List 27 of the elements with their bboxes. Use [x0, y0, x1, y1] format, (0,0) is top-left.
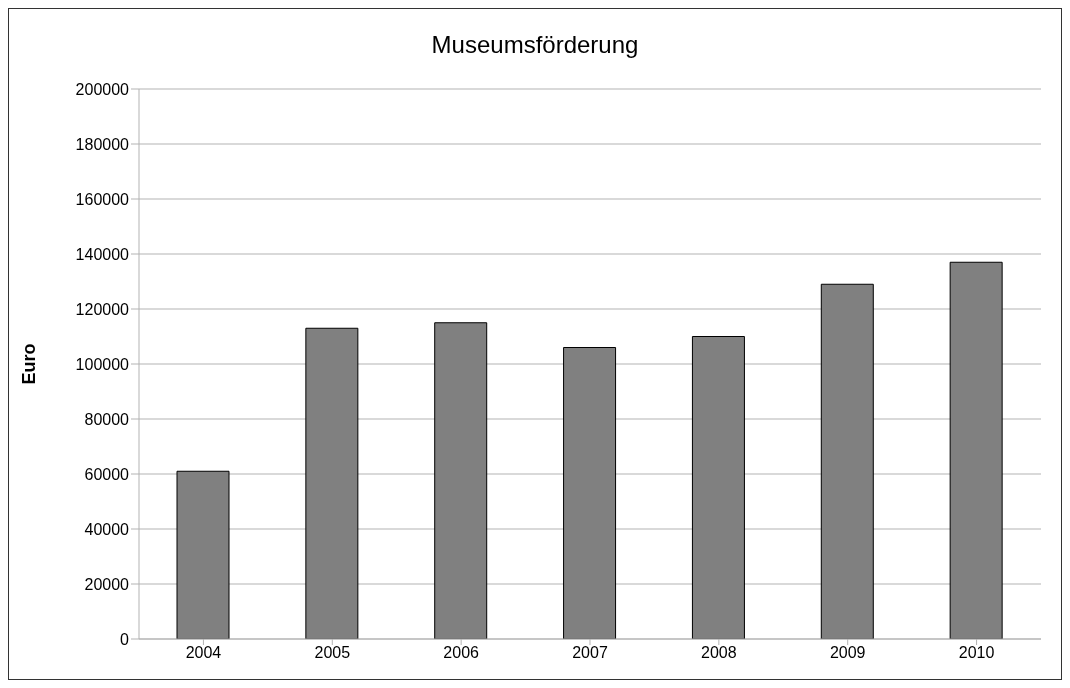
y-tick-label: 120000	[75, 300, 130, 318]
y-tick-label: 100000	[75, 355, 130, 373]
x-tick-label: 2009	[829, 644, 866, 662]
x-tick-label: 2004	[185, 644, 222, 662]
bar	[305, 327, 359, 639]
y-tick-label: 60000	[84, 465, 130, 483]
y-tick-label: 160000	[75, 190, 130, 208]
bar	[434, 322, 488, 639]
bar	[949, 261, 1003, 639]
y-tick-label: 80000	[84, 410, 130, 428]
x-tick-label: 2007	[572, 644, 608, 662]
chart-title: Museumsförderung	[430, 31, 640, 59]
y-tick-label: 20000	[84, 575, 130, 593]
y-axis-title: Euro	[19, 343, 40, 385]
y-tick-label: 40000	[84, 520, 130, 538]
x-tick-label: 2008	[701, 644, 737, 662]
y-tick-label: 180000	[75, 135, 130, 153]
x-tick-label: 2006	[443, 644, 480, 662]
y-tick-label: 200000	[75, 80, 130, 98]
bar	[176, 470, 230, 639]
x-tick-label: 2010	[958, 644, 995, 662]
bar	[691, 336, 745, 639]
bar	[563, 347, 617, 639]
x-tick-label: 2005	[314, 644, 351, 662]
bar	[820, 283, 874, 639]
y-tick-label: 140000	[75, 245, 130, 263]
y-tick-label: 0	[120, 630, 130, 648]
